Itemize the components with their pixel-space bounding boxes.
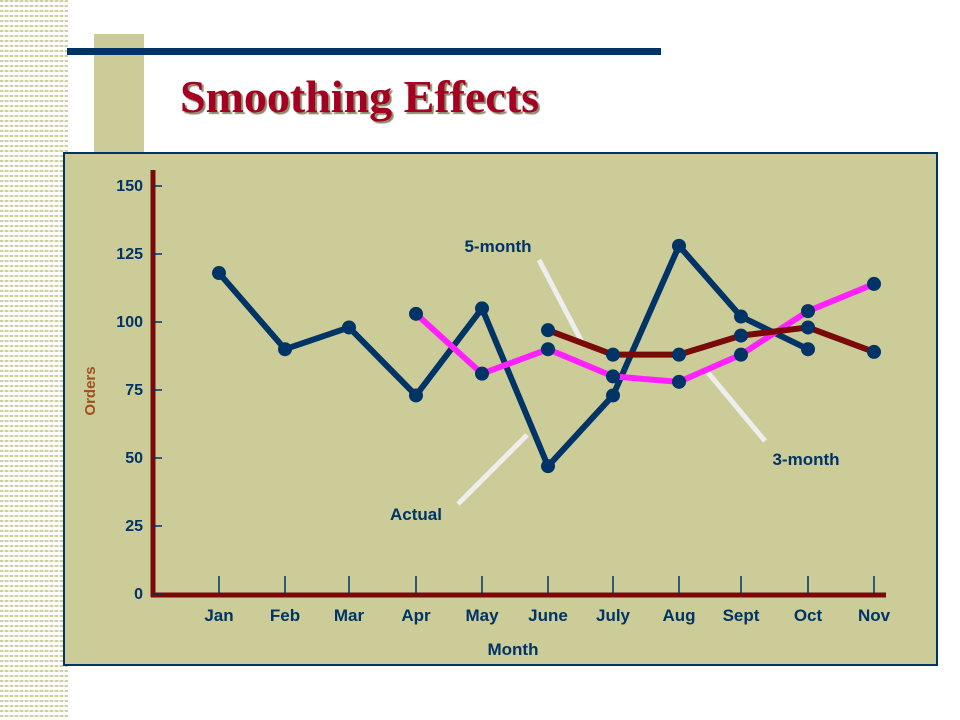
x-tick-label: June [528, 606, 568, 625]
data-point-3-month [541, 342, 555, 357]
x-tick-label: Apr [401, 606, 431, 625]
title-rule [67, 48, 661, 55]
series-label-actual: Actual [390, 505, 442, 524]
x-tick-label: Nov [858, 606, 891, 625]
data-point-actual [606, 388, 620, 403]
series-line-3-month [413, 280, 877, 385]
data-point-actual [541, 459, 555, 474]
data-point-3-month [672, 374, 686, 389]
x-tick-label: Sept [723, 606, 760, 625]
striped-margin-decoration [0, 0, 68, 720]
series-label-3-month: 3-month [772, 450, 839, 469]
x-tick-label: Oct [794, 606, 823, 625]
data-point-5-month [734, 328, 748, 343]
x-axis-title: Month [488, 640, 539, 659]
series-label-5-month: 5-month [464, 237, 531, 256]
callout-line-actual [456, 433, 529, 506]
y-tick-label: 50 [125, 450, 143, 467]
callout-line-3-month [703, 367, 767, 443]
data-point-5-month [606, 347, 620, 362]
data-point-actual [409, 388, 423, 403]
x-tick-label: May [465, 606, 499, 625]
slide-title: Smoothing Effects [180, 71, 540, 122]
data-point-3-month [734, 347, 748, 362]
y-tick-label: 150 [116, 178, 143, 195]
y-tick-label: 125 [116, 246, 143, 263]
data-point-3-month [867, 276, 881, 291]
data-point-actual [672, 238, 686, 253]
chart-panel: 0 25 50 75 100 125 150 Jan Feb Mar Apr May June July A… [63, 152, 938, 666]
data-point-3-month [801, 304, 815, 319]
data-point-actual [342, 320, 356, 335]
data-point-actual [278, 342, 292, 357]
series-line-5-month [545, 324, 877, 358]
x-tick-label: July [596, 606, 631, 625]
series-line-actual [216, 242, 811, 470]
data-point-3-month [475, 366, 489, 381]
x-tick-label: Mar [334, 606, 365, 625]
data-point-actual [475, 301, 489, 316]
data-point-5-month [541, 323, 555, 338]
y-tick-label: 25 [125, 518, 143, 535]
callout-line-5-month [536, 258, 586, 346]
x-tick-label: Feb [270, 606, 300, 625]
data-point-5-month [867, 344, 881, 359]
y-tick-label: 75 [125, 382, 143, 399]
data-point-3-month [606, 369, 620, 384]
smoothing-line-chart: 0 25 50 75 100 125 150 Jan Feb Mar Apr May June July A… [82, 170, 891, 659]
x-tick-label: Jan [204, 606, 233, 625]
x-tick-label: Aug [662, 606, 695, 625]
data-point-actual [801, 342, 815, 357]
data-point-5-month [801, 320, 815, 335]
data-point-5-month [672, 347, 686, 362]
y-tick-label: 0 [134, 586, 143, 603]
data-point-3-month [409, 306, 423, 321]
data-point-actual [734, 309, 748, 324]
data-point-actual [212, 266, 226, 281]
y-tick-label: 100 [116, 314, 143, 331]
y-axis-title: Orders [82, 366, 99, 415]
